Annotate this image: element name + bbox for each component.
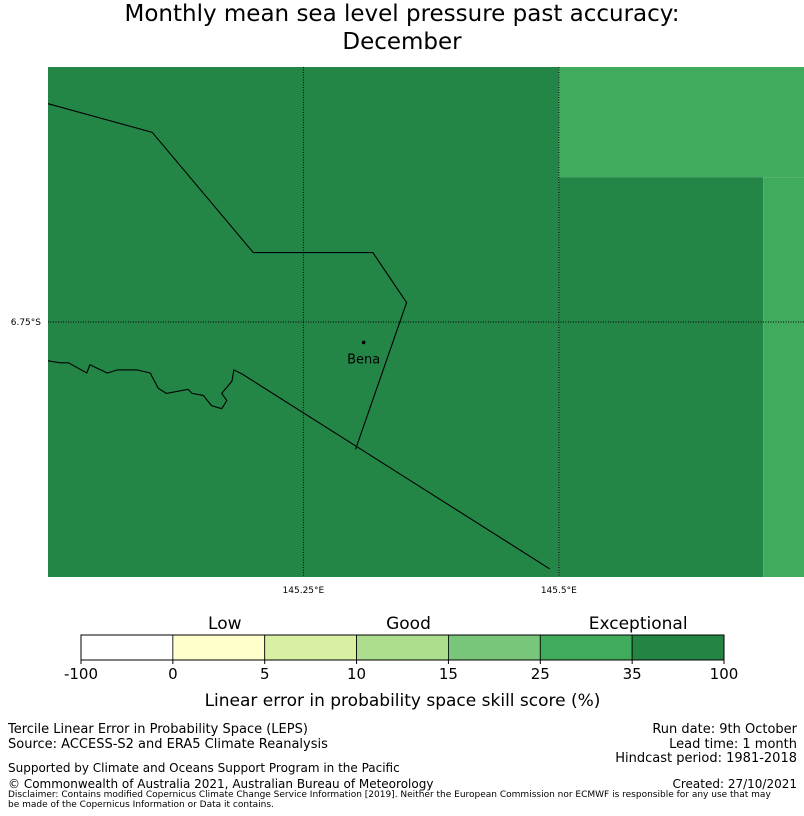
colorbar-segment-0: [80, 634, 174, 661]
colorbar-segment-3: [356, 634, 449, 661]
colorbar-category-label: Exceptional: [589, 614, 688, 634]
footer-source-line: Source: ACCESS-S2 and ERA5 Climate Reana…: [8, 737, 328, 752]
chart-title-line1: Monthly mean sea level pressure past acc…: [124, 1, 680, 27]
colorbar-tick-label: 5: [260, 665, 270, 683]
footer-disclaimer-line2: be made of the Copernicus Information or…: [8, 800, 274, 810]
colorbar-segment-2: [264, 634, 357, 661]
footer-supported-by: Supported by Climate and Oceans Support …: [8, 761, 400, 775]
colorbar-tick-label: 0: [168, 665, 178, 683]
boundary-line-1: [241, 373, 550, 570]
colorbar-segment-5: [539, 634, 633, 661]
footer-created-date: Created: 27/10/2021: [672, 777, 797, 791]
footer-copyright: © Commonwealth of Australia 2021, Austra…: [8, 777, 434, 791]
footer-lead-time: Lead time: 1 month: [669, 737, 797, 752]
footer-disclaimer-line1: Disclaimer: Contains modified Copernicus…: [8, 790, 771, 800]
footer-hindcast-period: Hindcast period: 1981-2018: [615, 751, 797, 766]
colorbar-category-label: Low: [208, 614, 242, 634]
place-marker-dot: [361, 340, 366, 345]
colorbar-tick-label: 100: [710, 665, 739, 683]
colorbar-axis-label: Linear error in probability space skill …: [205, 691, 601, 711]
colorbar-segment-6: [631, 634, 725, 661]
colorbar-tick-label: 25: [531, 665, 550, 683]
boundary-line-0: [47, 103, 408, 450]
x-tick-label: 145.5°E: [541, 586, 577, 596]
place-label: Bena: [347, 352, 380, 367]
colorbar-tick-label: -100: [64, 665, 98, 683]
colorbar-tick-label: 10: [347, 665, 366, 683]
chart-title-line2: December: [342, 29, 462, 55]
colorbar-segment-1: [172, 634, 266, 661]
map-cell-1: [558, 67, 804, 178]
map-cell-2: [558, 177, 764, 577]
y-tick-label: 6.75°S: [11, 318, 42, 328]
colorbar-frame: [80, 634, 725, 661]
colorbar-tick-label: 35: [623, 665, 642, 683]
colorbar-segment-4: [448, 634, 541, 661]
x-tick-label: 145.25°E: [283, 586, 325, 596]
colorbar-tick-label: 15: [439, 665, 458, 683]
footer-run-date: Run date: 9th October: [652, 722, 797, 737]
boundary-line-2: [47, 360, 243, 410]
map-cell-3: [763, 177, 804, 577]
colorbar-category-label: Good: [386, 614, 431, 634]
footer-leps-line: Tercile Linear Error in Probability Spac…: [8, 722, 308, 737]
